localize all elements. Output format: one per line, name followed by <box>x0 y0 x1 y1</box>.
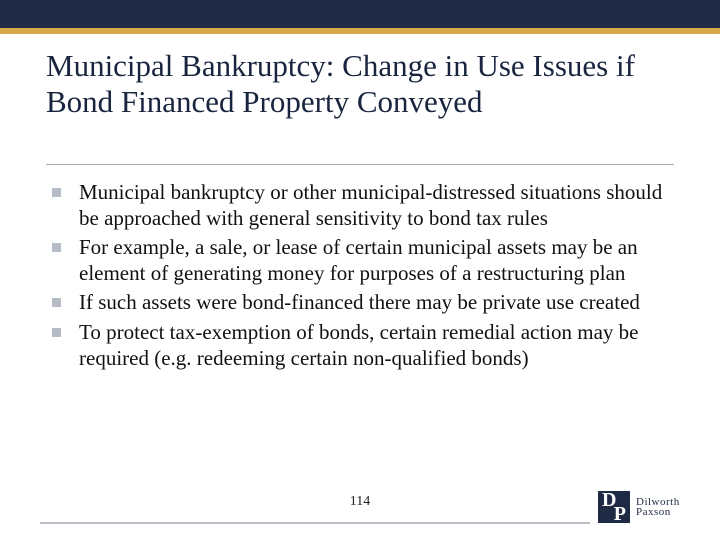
bullet-item: For example, a sale, or lease of certain… <box>46 235 674 286</box>
bullet-marker-icon <box>52 188 61 197</box>
logo-line2: Paxson <box>636 507 680 517</box>
logo-letter-p: P <box>614 503 626 526</box>
logo-text: Dilworth Paxson <box>636 497 680 518</box>
bullet-item: Municipal bankruptcy or other municipal-… <box>46 180 674 231</box>
topbar-gold <box>0 28 720 34</box>
bullet-text: To protect tax-exemption of bonds, certa… <box>79 320 674 371</box>
bottom-rule <box>40 522 590 524</box>
logo-mark-icon: D P <box>598 491 630 523</box>
bullet-text: Municipal bankruptcy or other municipal-… <box>79 180 674 231</box>
bullet-marker-icon <box>52 298 61 307</box>
slide-body: Municipal bankruptcy or other municipal-… <box>46 180 674 375</box>
slide-title: Municipal Bankruptcy: Change in Use Issu… <box>46 48 674 119</box>
bullet-marker-icon <box>52 243 61 252</box>
bullet-item: To protect tax-exemption of bonds, certa… <box>46 320 674 371</box>
bullet-marker-icon <box>52 328 61 337</box>
bullet-text: If such assets were bond-financed there … <box>79 290 640 316</box>
bullet-item: If such assets were bond-financed there … <box>46 290 674 316</box>
slide: Municipal Bankruptcy: Change in Use Issu… <box>0 0 720 540</box>
topbar-dark <box>0 0 720 28</box>
footer-logo: D P Dilworth Paxson <box>598 486 698 528</box>
bullet-text: For example, a sale, or lease of certain… <box>79 235 674 286</box>
title-underline <box>46 164 674 165</box>
